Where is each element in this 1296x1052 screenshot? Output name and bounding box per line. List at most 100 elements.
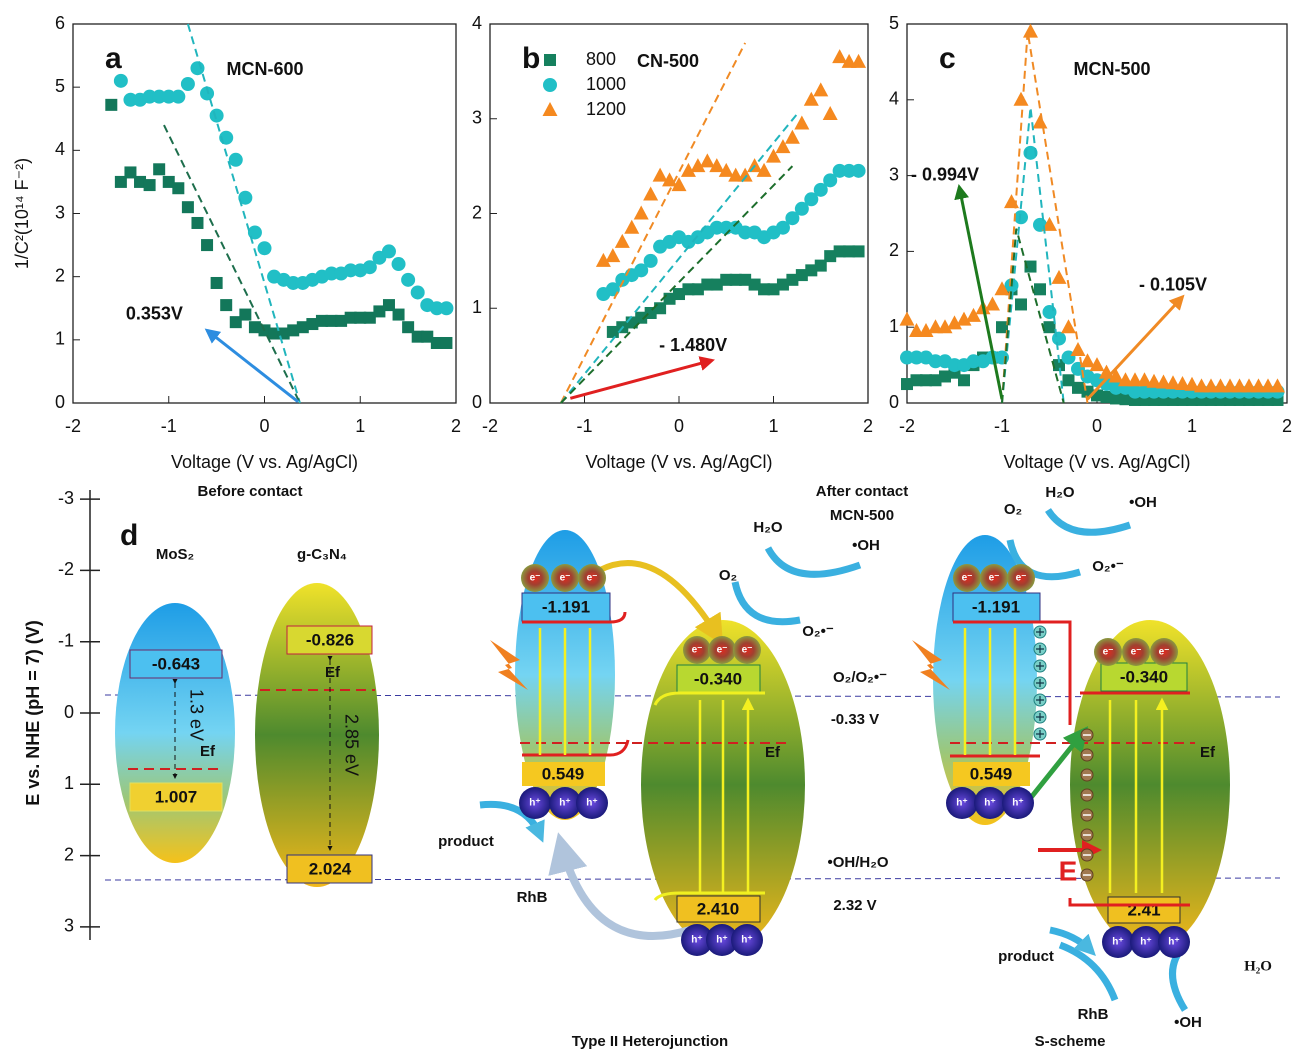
- hole-label: h⁺: [691, 935, 702, 946]
- electron-label: e⁻: [560, 573, 571, 584]
- band-value: 1.007: [155, 787, 198, 806]
- electron-label: e⁻: [1159, 647, 1170, 658]
- y-tick-label: 0: [55, 392, 65, 412]
- legend-marker: [544, 54, 556, 66]
- data-point: [1052, 270, 1067, 284]
- data-point: [653, 168, 668, 182]
- heading: Before contact: [197, 483, 302, 500]
- axis-tick-label: 2: [64, 844, 74, 864]
- gap: 1.3 eV: [186, 689, 206, 741]
- data-point: [181, 77, 195, 91]
- data-point: [440, 337, 452, 349]
- x-axis-label: Voltage (V vs. Ag/AgCl): [171, 452, 358, 472]
- x-tick-label: 2: [1282, 416, 1292, 436]
- annotation-arrow: [207, 330, 298, 401]
- data-point: [1023, 24, 1038, 38]
- y-tick-label: 3: [889, 164, 899, 184]
- plot-frame: [73, 24, 456, 403]
- data-point: [794, 115, 809, 129]
- y-tick-label: 3: [55, 202, 65, 222]
- data-point: [1014, 92, 1029, 106]
- band-value: 0.549: [542, 764, 585, 783]
- band-value: -0.340: [694, 669, 742, 688]
- scheme-title: S-scheme: [1035, 1033, 1106, 1050]
- data-point: [191, 217, 203, 229]
- data-point: [172, 182, 184, 194]
- scheme-title: Type II Heterojunction: [572, 1033, 728, 1050]
- band-value: -0.826: [306, 630, 354, 649]
- hole-label: h⁺: [529, 798, 540, 809]
- data-point: [171, 90, 185, 104]
- data-point: [210, 109, 224, 123]
- data-point: [392, 257, 406, 271]
- x-tick-label: 1: [1187, 416, 1197, 436]
- species: O₂: [719, 567, 737, 584]
- hole-label: h⁺: [559, 798, 570, 809]
- hole-label: h⁺: [1168, 937, 1179, 948]
- data-point: [105, 99, 117, 111]
- panel-title: MCN-600: [226, 59, 303, 79]
- x-tick-label: -1: [994, 416, 1010, 436]
- y-tick-label: 0: [472, 392, 482, 412]
- gap: 2.85 eV: [341, 714, 361, 776]
- data-point: [393, 309, 405, 321]
- band-value: -0.643: [152, 654, 200, 673]
- data-point: [900, 312, 915, 326]
- data-point: [382, 244, 396, 258]
- electron-label: e⁻: [717, 645, 728, 656]
- y-tick-label: 1: [472, 297, 482, 317]
- fermi-label: Ef: [1200, 744, 1216, 761]
- data-point: [401, 273, 415, 287]
- electron-label: e⁻: [530, 573, 541, 584]
- data-point: [190, 61, 204, 75]
- data-point: [182, 201, 194, 213]
- material: g-C₃N₄: [297, 546, 347, 563]
- data-point: [229, 153, 243, 167]
- hole-label: h⁺: [741, 935, 752, 946]
- fit-line: [561, 114, 797, 403]
- y-tick-label: 2: [472, 202, 482, 222]
- species: RhB: [517, 889, 548, 906]
- annotation: 0.353V: [126, 303, 183, 323]
- hole-label: h⁺: [716, 935, 727, 946]
- data-point: [201, 239, 213, 251]
- electron-label: e⁻: [1103, 647, 1114, 658]
- data-point: [643, 187, 658, 201]
- x-axis-label: Voltage (V vs. Ag/AgCl): [1003, 452, 1190, 472]
- data-point: [258, 241, 272, 255]
- y-tick-label: 1: [889, 316, 899, 336]
- y-tick-label: 0: [889, 392, 899, 412]
- legend-label: 1200: [586, 99, 626, 119]
- potential-value: -0.33 V: [831, 711, 879, 728]
- data-point: [1052, 332, 1066, 346]
- data-point: [1034, 283, 1046, 295]
- data-point: [144, 179, 156, 191]
- species: product: [998, 948, 1054, 965]
- electron-label: e⁻: [1016, 573, 1027, 584]
- data-point: [1014, 210, 1028, 224]
- y-axis-label: 1/C²(10¹⁴ F⁻²): [12, 158, 32, 269]
- x-tick-label: 1: [768, 416, 778, 436]
- species: O₂•⁻: [802, 623, 834, 640]
- potential-label: O₂/O₂•⁻: [833, 669, 887, 686]
- potential-value: 2.32 V: [833, 897, 876, 914]
- electron-label: e⁻: [962, 573, 973, 584]
- y-tick-label: 4: [472, 13, 482, 33]
- legend-marker: [543, 102, 558, 116]
- y-tick-label: 1: [55, 329, 65, 349]
- data-point: [958, 374, 970, 386]
- electron-label: e⁻: [989, 573, 1000, 584]
- data-point: [624, 220, 639, 234]
- species: •OH: [1174, 1014, 1202, 1031]
- x-tick-label: -2: [482, 416, 498, 436]
- material: MoS₂: [156, 546, 194, 563]
- electron-label: e⁻: [742, 645, 753, 656]
- y-tick-label: 3: [472, 108, 482, 128]
- species: O₂•⁻: [1092, 558, 1124, 575]
- y-tick-label: 5: [55, 76, 65, 96]
- data-point: [615, 234, 630, 248]
- species: •OH: [1129, 494, 1157, 511]
- hole-label: h⁺: [1012, 798, 1023, 809]
- data-point: [634, 206, 649, 220]
- species: RhB: [1078, 1006, 1109, 1023]
